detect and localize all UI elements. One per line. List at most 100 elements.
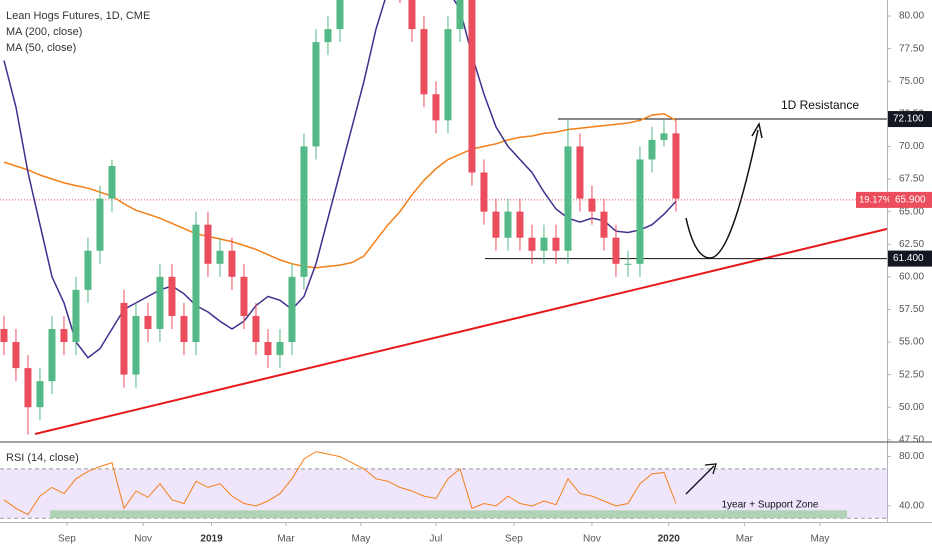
ma-line: [3, 113, 677, 269]
y-tick-label: 70.00: [899, 141, 924, 152]
candle-body: [240, 276, 248, 316]
candle-body: [300, 146, 308, 277]
y-tick-label: 80.00: [899, 11, 924, 22]
candle-body: [156, 276, 164, 329]
x-tick-label: Mar: [277, 534, 295, 545]
rsi-tick-label: 40.00: [899, 501, 924, 512]
y-tick-label: 65.00: [899, 206, 924, 217]
candle-body: [516, 211, 524, 238]
candle-body: [492, 211, 500, 238]
candle-body: [564, 146, 572, 251]
last-price-label: 65.900: [895, 195, 926, 206]
projection-arrow: [685, 129, 759, 259]
candle-body: [96, 198, 104, 251]
y-tick-label: 57.50: [899, 304, 924, 315]
chart-title: Lean Hogs Futures, 1D, CME: [6, 10, 150, 22]
candle-body: [576, 146, 584, 199]
support-zone: [50, 510, 847, 519]
x-tick-label: May: [811, 534, 830, 545]
candle-body: [108, 165, 116, 199]
y-tick-label: 67.50: [899, 174, 924, 185]
level-badge: [888, 250, 932, 267]
x-tick-label: 2019: [200, 534, 223, 545]
candle-body: [312, 42, 320, 147]
candle-body: [588, 198, 596, 212]
resistance-label: 1D Resistance: [781, 98, 859, 112]
candle-body: [648, 139, 656, 160]
x-tick-label: Nov: [583, 534, 601, 545]
y-tick-label: 62.50: [899, 239, 924, 250]
candle-body: [672, 133, 680, 199]
level-label: 72.100: [893, 114, 924, 125]
candle-body: [228, 250, 236, 277]
candle-body: [48, 328, 56, 382]
candle-body: [120, 302, 128, 375]
x-tick-label: Sep: [58, 534, 76, 545]
x-tick-label: Sep: [505, 534, 523, 545]
rsi-arrow-head: [704, 463, 717, 475]
candle-body: [420, 29, 428, 95]
candle-body: [276, 342, 284, 356]
axes: [0, 0, 932, 523]
candle-body: [600, 211, 608, 238]
x-tick-label: Mar: [736, 534, 754, 545]
candle-body: [72, 289, 80, 343]
y-tick-label: 47.50: [899, 434, 924, 445]
rsi-pane: [0, 451, 887, 519]
candle-body: [84, 250, 92, 290]
candle-body: [144, 315, 152, 329]
change-label: 19.17%: [859, 194, 892, 205]
trend-line: [34, 227, 887, 435]
candle-body: [192, 224, 200, 343]
legend-entry: MA (200, close): [6, 26, 82, 38]
candle-body: [252, 315, 260, 343]
candle-body: [456, 0, 464, 30]
candle-body: [288, 276, 296, 343]
candle-body: [612, 237, 620, 264]
x-tick-label: Nov: [134, 534, 152, 545]
candle-body: [132, 315, 140, 375]
ma-line: [3, 0, 677, 359]
candle-body: [624, 263, 632, 265]
level-badge: [888, 111, 932, 128]
candle-body: [444, 29, 452, 121]
candle-body: [36, 381, 44, 408]
candle-body: [552, 237, 560, 251]
candle-body: [528, 237, 536, 251]
candle-body: [168, 276, 176, 316]
candle-body: [336, 0, 344, 30]
price-pane: [0, 0, 887, 435]
y-tick-label: 77.50: [899, 43, 924, 54]
y-tick-label: 75.00: [899, 76, 924, 87]
change-badge: [856, 191, 889, 208]
rsi-band: [0, 468, 887, 519]
candle-body: [468, 0, 476, 173]
rsi-tick-label: 80.00: [899, 451, 924, 462]
candle-body: [204, 224, 212, 264]
candle-body: [480, 172, 488, 212]
y-tick-label: 52.50: [899, 369, 924, 380]
candle-body: [636, 159, 644, 264]
candle-body: [660, 133, 668, 140]
candle-body: [408, 0, 416, 30]
legend-entry: MA (50, close): [6, 42, 76, 54]
candle-body: [60, 328, 68, 343]
y-tick-label: 55.00: [899, 337, 924, 348]
candle-body: [0, 328, 8, 343]
arrow-head: [751, 121, 763, 139]
x-tick-label: Jul: [430, 534, 443, 545]
candle-body: [216, 250, 224, 264]
y-tick-label: 60.00: [899, 271, 924, 282]
candle-body: [504, 211, 512, 238]
x-tick-label: May: [352, 534, 371, 545]
level-label: 61.400: [893, 253, 924, 264]
candle-body: [24, 368, 32, 408]
y-tick-label: 50.00: [899, 402, 924, 413]
rsi-title: RSI (14, close): [6, 452, 79, 464]
candle-body: [264, 342, 272, 356]
zone-label: 1year + Support Zone: [721, 500, 818, 511]
candle-body: [324, 29, 332, 43]
candle-body: [540, 237, 548, 251]
